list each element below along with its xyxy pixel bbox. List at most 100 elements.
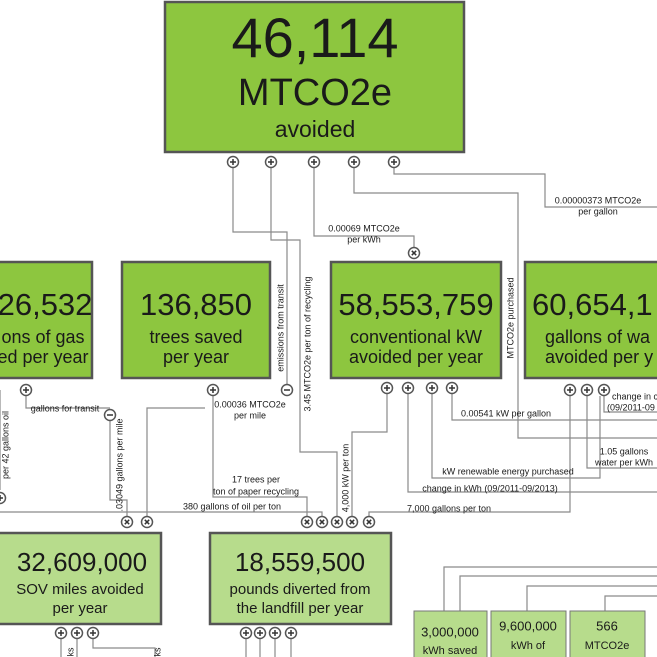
node-value: 3,000,000 [421, 624, 479, 639]
port [103, 408, 117, 422]
port [580, 383, 594, 397]
port [70, 626, 84, 640]
port [140, 515, 154, 529]
port [330, 515, 344, 529]
edge-label: ks [152, 647, 162, 657]
port [264, 155, 278, 169]
port-symbol [144, 519, 150, 525]
ports [0, 155, 611, 640]
port [362, 515, 376, 529]
edge-label: per gallon [578, 206, 618, 216]
edge-label: per mile [234, 410, 266, 420]
node-box [0, 260, 94, 380]
port [563, 383, 577, 397]
port [239, 626, 253, 640]
edge-label: 7,000 gallons per ton [407, 503, 491, 513]
edge-label: .03049 gallons per mile [114, 418, 124, 511]
edge-label: per kWh [347, 234, 381, 244]
node-label: kWh saved [423, 645, 477, 657]
node-5: 32,609,000 SOV miles avoided per year [0, 531, 163, 626]
port [380, 381, 394, 395]
node-box [569, 610, 646, 657]
edge-label: water per kWh [594, 457, 653, 467]
node-6: 18,559,500 pounds diverted from the land… [208, 531, 393, 626]
node-label: kWh of [511, 640, 546, 652]
port [300, 515, 314, 529]
node-label: avoided per year [349, 347, 483, 367]
port-symbol [334, 519, 340, 525]
edge-label: (09/2011-09 [607, 402, 655, 412]
node-box [208, 531, 393, 626]
port [425, 381, 439, 395]
port [387, 155, 401, 169]
edge-label: 0.00036 MTCO2e [214, 399, 286, 409]
node-label: ed per year [0, 347, 89, 367]
node-box [413, 610, 488, 657]
node-value: 46,114 [231, 6, 398, 69]
edge-label: change in c [612, 391, 657, 401]
edge-label: 4,000 kW per ton [340, 444, 350, 513]
node-box [329, 260, 503, 380]
node-value: 26,532 [0, 287, 92, 322]
node-label: conventional kW [350, 327, 482, 347]
port-symbol [304, 519, 310, 525]
port [19, 383, 33, 397]
port [307, 155, 321, 169]
port [206, 383, 220, 397]
node-label: ons of gas [1, 327, 84, 347]
port [280, 383, 294, 397]
node-box [120, 260, 272, 380]
edge-label: change in kWh (09/2011-09/2013) [422, 483, 557, 493]
edge-label: 3.45 MTCO2e per ton of recycling [302, 276, 312, 411]
edge-label: 1.05 gallons [600, 446, 649, 456]
port-symbol [319, 519, 325, 525]
node-label: the landfill per year [237, 600, 364, 617]
node-label: per year [163, 347, 229, 367]
port-symbol [349, 519, 355, 525]
port [120, 515, 134, 529]
port [268, 626, 282, 640]
node-label: SOV miles avoided [16, 581, 144, 598]
node-2: 136,850 trees saved per year [120, 260, 272, 380]
node-box [523, 260, 657, 380]
port [253, 626, 267, 640]
node-label: trees saved [149, 327, 242, 347]
node-box [163, 0, 466, 154]
node-label: pounds diverted from [230, 581, 371, 598]
edge-label: 0.00069 MTCO2e [328, 223, 400, 233]
edge-label: gallons for transit [31, 403, 100, 413]
edge-label: 0.00000373 MTCO2e [555, 195, 642, 205]
node-7: 3,000,000 kWh saved [413, 610, 488, 657]
port [315, 515, 329, 529]
node-4: 60,654,1 gallons of wa avoided per y [523, 260, 657, 380]
node-label: MTCO2e [585, 640, 630, 652]
node-1: 26,532 ons of gas ed per year [0, 260, 94, 380]
port-symbol [366, 519, 372, 525]
port [401, 381, 415, 395]
port-symbol [411, 250, 417, 256]
node-label: avoided per y [545, 347, 653, 367]
port-symbol [124, 519, 130, 525]
port [86, 626, 100, 640]
node-label: per year [52, 600, 107, 617]
node-box [0, 531, 163, 626]
port [445, 381, 459, 395]
edge-label: emissions from transit [275, 284, 285, 372]
node-0: 46,114 MTCO2e avoided [163, 0, 466, 154]
edge-label: ks [65, 647, 75, 657]
node-8: 9,600,000 kWh of [490, 610, 567, 657]
edge-label: kW renewable energy purchased [442, 466, 574, 476]
node-label: gallons of wa [545, 327, 651, 347]
edge-labels: 0.00000373 MTCO2e per gallon 0.00069 MTC… [0, 195, 657, 656]
node-label: MTCO2e [238, 72, 392, 114]
node-9: 566 MTCO2e [569, 610, 646, 657]
node-value: 58,553,759 [338, 287, 493, 322]
port [54, 626, 68, 640]
edge-label: 17 trees per [232, 474, 280, 484]
connectors [0, 168, 657, 657]
port [284, 626, 298, 640]
edge-label: per 42 gallons oil [0, 411, 10, 479]
port [345, 515, 359, 529]
node-value: 136,850 [140, 287, 252, 322]
